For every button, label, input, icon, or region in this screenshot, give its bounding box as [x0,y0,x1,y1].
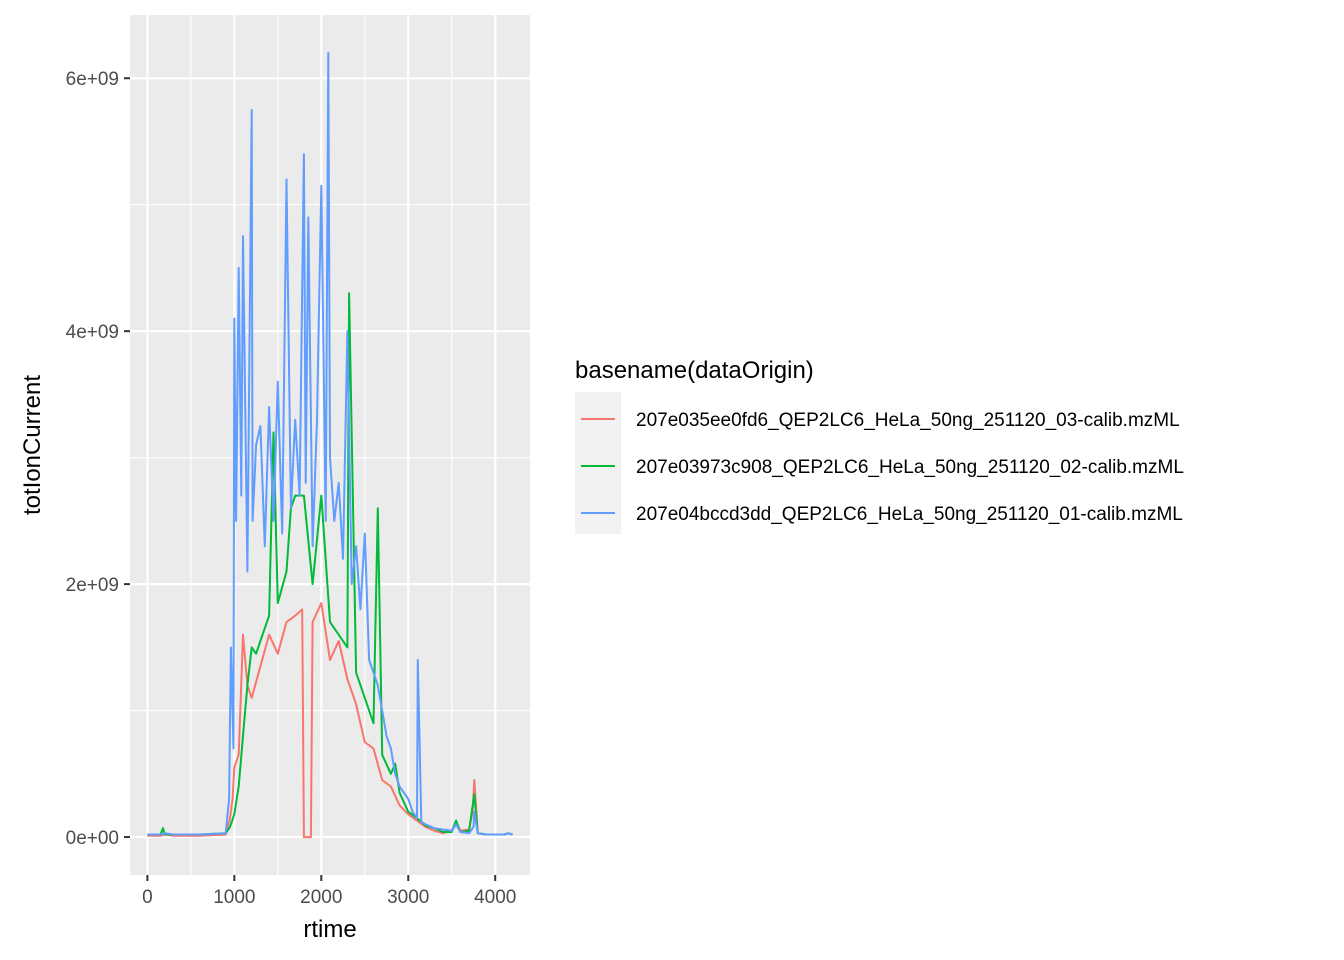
legend-label-2: 207e03973c908_QEP2LC6_HeLa_50ng_251120_0… [636,457,1184,478]
legend-items: 207e035ee0fd6_QEP2LC6_HeLa_50ng_251120_0… [575,392,1184,534]
x-axis: 0 1000 2000 3000 4000 [142,875,516,908]
y-tick-label: 4e+09 [66,322,119,343]
x-tick-label: 4000 [474,887,516,908]
series-lines [147,51,513,839]
legend-key-background [575,392,621,534]
y-axis-title: totIonCurrent [19,375,46,515]
legend-label-3: 207e04bccd3dd_QEP2LC6_HeLa_50ng_251120_0… [636,504,1183,525]
x-tick-label: 2000 [300,887,342,908]
series-line-3 [147,51,513,836]
legend-title: basename(dataOrigin) [575,357,814,384]
x-tick-label: 3000 [387,887,429,908]
y-axis: 0e+00 2e+09 4e+09 6e+09 [66,69,130,849]
x-tick-label: 0 [142,887,153,908]
series-line-1 [147,602,513,839]
x-axis-title: rtime [303,916,356,943]
legend: basename(dataOrigin) 207e035ee0fd6_QEP2L… [575,357,1184,534]
x-tick-label: 1000 [213,887,255,908]
y-tick-label: 6e+09 [66,69,119,90]
y-tick-label: 2e+09 [66,575,119,596]
y-tick-label: 0e+00 [66,828,119,849]
legend-label-1: 207e035ee0fd6_QEP2LC6_HeLa_50ng_251120_0… [636,410,1180,431]
